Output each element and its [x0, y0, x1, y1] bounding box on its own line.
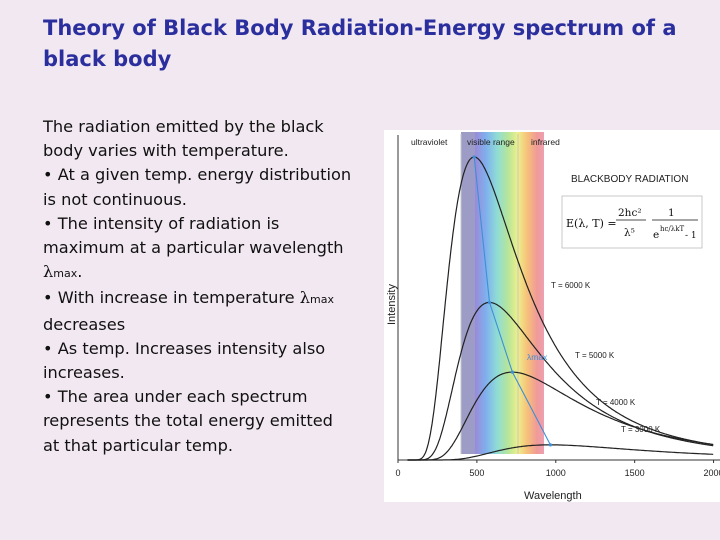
- spectrum-curve: [407, 301, 714, 461]
- visible-band: [475, 132, 544, 454]
- ultraviolet-band: [461, 132, 475, 454]
- formula-numerator: 1: [668, 207, 675, 219]
- ultraviolet-label: ultraviolet: [411, 137, 448, 147]
- planck-formula: E(λ, T) = 2hc² λ⁵ 1 e hc/λkT - 1: [561, 195, 703, 249]
- formula-numerator: 2hc²: [618, 207, 642, 219]
- x-axis-label: Wavelength: [524, 490, 582, 502]
- slide-title: Theory of Black Body Radiation-Energy sp…: [43, 16, 677, 71]
- x-tick-label: 500: [469, 468, 484, 478]
- blackbody-figure: ultraviolet visible range infrared BLACK…: [384, 130, 720, 502]
- lambda-max-line: λmax.: [43, 260, 378, 286]
- body-line: maximum at a particular wavelength: [43, 238, 344, 258]
- x-tick-label: 1000: [546, 468, 566, 478]
- bullet-line: • With increase in temperature λmax: [43, 286, 378, 312]
- formula-lhs: E(λ, T) =: [566, 217, 617, 230]
- bullet-line: • The intensity of radiation is: [43, 213, 280, 233]
- lambda-symbol: λ: [43, 262, 54, 282]
- lambda-tail: .: [77, 262, 83, 282]
- body-line: is not continuous.: [43, 189, 187, 209]
- formula-exponent: hc/λkT: [660, 225, 684, 233]
- body-text: The radiation emitted by the black body …: [43, 115, 378, 458]
- curve-label: T = 5000 K: [575, 351, 615, 360]
- bullet-line: • As temp. Increases intensity also: [43, 338, 326, 358]
- lambda-symbol: λ: [299, 288, 311, 308]
- curve-label: T = 4000 K: [596, 398, 636, 407]
- x-tick-label: 2000: [704, 468, 720, 478]
- lambda-max-label: λmax: [527, 352, 548, 362]
- x-tick-label: 0: [395, 468, 400, 478]
- lambda-max-trace: [473, 156, 551, 446]
- x-tick-label: 1500: [625, 468, 645, 478]
- peak-point: [548, 443, 553, 447]
- x-tick-group: 0 500 1000 1500 2000: [395, 460, 720, 478]
- body-line: decreases: [43, 314, 126, 334]
- infrared-label: infrared: [531, 137, 560, 147]
- lambda-subscript: max: [53, 267, 78, 281]
- spectrum-curve: [407, 156, 714, 461]
- bullet-text: • With increase in temperature: [43, 288, 300, 308]
- peak-point: [487, 300, 492, 305]
- lambda-subscript: max: [310, 293, 334, 307]
- bullet-line: • At a given temp. energy distribution: [43, 165, 352, 185]
- body-line: body varies with temperature.: [43, 141, 289, 161]
- body-line: at that particular temp.: [43, 435, 233, 455]
- curve-label: T = 3000 K: [621, 425, 661, 434]
- peak-point: [472, 155, 476, 159]
- y-axis-label: Intensity: [386, 284, 398, 325]
- curve-group: [407, 155, 714, 461]
- formula-exp-base: e: [653, 229, 659, 241]
- chart-heading: BLACKBODY RADIATION: [571, 174, 688, 185]
- body-line: increases.: [43, 363, 125, 383]
- spectrum-curve: [407, 371, 714, 461]
- peak-point: [510, 370, 514, 374]
- blackbody-chart: ultraviolet visible range infrared BLACK…: [386, 132, 720, 502]
- formula-denominator: λ⁵: [624, 227, 635, 239]
- body-line: represents the total energy emitted: [43, 411, 333, 431]
- bullet-line: • The area under each spectrum: [43, 387, 308, 407]
- spectrum-curve: [407, 444, 714, 461]
- visible-range-label: visible range: [467, 137, 515, 147]
- formula-minus-one: - 1: [685, 231, 697, 241]
- body-line: The radiation emitted by the black: [43, 117, 324, 136]
- curve-label: T = 6000 K: [551, 281, 591, 290]
- formula-box: [561, 195, 703, 249]
